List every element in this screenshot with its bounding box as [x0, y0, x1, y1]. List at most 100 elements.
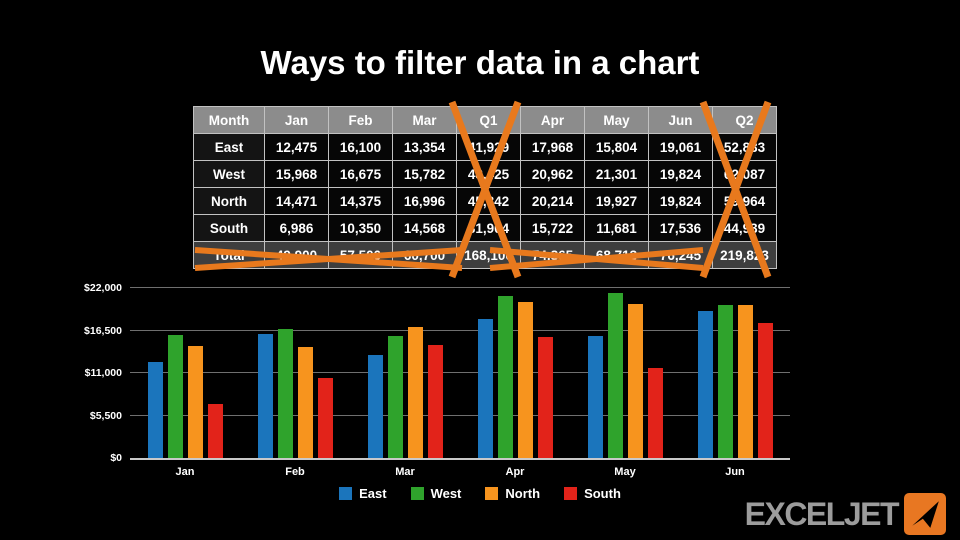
x-axis-label: Jun	[725, 466, 745, 478]
table-cell: 19,927	[584, 187, 649, 215]
bar-north-jun	[737, 304, 753, 458]
bar-north-feb	[297, 346, 313, 458]
bar-south-apr	[537, 336, 553, 458]
table-cell: 19,061	[648, 133, 713, 161]
bar-west-may	[607, 293, 623, 458]
legend-swatch-icon	[485, 487, 499, 500]
x-axis-label: Apr	[505, 466, 525, 478]
row-label: West	[193, 160, 265, 188]
column-header: Month	[193, 106, 265, 134]
bar-east-jan	[147, 361, 163, 458]
bar-chart: Jan Feb Mar Apr May Jun $22,000 $16,500 $11,000…	[0, 282, 960, 478]
page-title: Ways to filter data in a chart	[260, 44, 700, 81]
table-cell: 62,087	[712, 160, 777, 188]
table-cell: 16,996	[392, 187, 457, 215]
legend-item-north: North	[485, 486, 540, 501]
bar-group-jan: Jan	[130, 288, 240, 478]
table-cell: 11,681	[584, 214, 649, 242]
bar-east-mar	[367, 354, 383, 458]
bar-east-apr	[477, 319, 493, 458]
table-cell: 10,350	[328, 214, 393, 242]
x-axis-label: Mar	[395, 466, 415, 478]
table-cell: 19,824	[648, 187, 713, 215]
legend-item-west: West	[410, 486, 462, 501]
row-label: South	[193, 214, 265, 242]
column-header: Mar	[392, 106, 457, 134]
bar-east-may	[587, 335, 603, 458]
legend-item-east: East	[339, 486, 387, 501]
legend-swatch-icon	[564, 487, 578, 500]
bar-south-jun	[757, 322, 773, 458]
legend-label: North	[505, 486, 541, 501]
table-cell: 31,904	[456, 214, 521, 242]
table-cell: 19,824	[648, 160, 713, 188]
exceljet-logo: EXCELJET	[745, 493, 946, 535]
bar-group-apr: Apr	[460, 288, 570, 478]
table-cell: 15,968	[264, 160, 329, 188]
column-header: Feb	[328, 106, 393, 134]
column-header: Q1	[456, 106, 521, 134]
y-axis-tick-label: $16,500	[84, 324, 122, 337]
table-row: South 6,986 10,350 14,568 31,904 15,722 11,681…	[193, 214, 777, 242]
bar-north-mar	[407, 326, 423, 458]
table-row: West 15,968 16,675 15,782 48,425 20,962 21,301…	[193, 160, 777, 188]
table-cell: 168,100	[456, 241, 521, 269]
bar-group-mar: Mar	[350, 288, 460, 478]
bar-south-may	[647, 367, 663, 458]
bar-south-feb	[317, 378, 333, 458]
gridline	[130, 329, 790, 331]
bar-west-jun	[717, 304, 733, 458]
chart-plot-area: Jan Feb Mar Apr May Jun	[130, 287, 790, 478]
legend-item-south: South	[564, 486, 621, 501]
data-table: Month Jan Feb Mar Q1 Apr May Jun Q2 East 12,475 16…	[193, 106, 777, 269]
legend-label: West	[430, 486, 462, 501]
y-axis-tick-label: $0	[110, 452, 122, 464]
table-cell: 45,842	[456, 187, 521, 215]
row-label: Total	[193, 241, 265, 269]
legend-swatch-icon	[339, 487, 353, 500]
bar-group-may: May	[570, 288, 680, 478]
bar-east-jun	[697, 310, 713, 458]
table-cell: 41,929	[456, 133, 521, 161]
bar-north-apr	[517, 301, 533, 458]
table-cell: 20,214	[520, 187, 585, 215]
table-cell: 21,301	[584, 160, 649, 188]
chart-legend: East West North South	[0, 486, 960, 501]
legend-swatch-icon	[410, 487, 424, 500]
row-label: East	[193, 133, 265, 161]
table-cell: 52,833	[712, 133, 777, 161]
legend-label: East	[359, 486, 387, 501]
table-cell: 15,804	[584, 133, 649, 161]
table-cell: 13,354	[392, 133, 457, 161]
table-cell: 49,900	[264, 241, 329, 269]
table-cell: 16,100	[328, 133, 393, 161]
table-cell: 15,782	[392, 160, 457, 188]
table-cell: 59,964	[712, 187, 777, 215]
gridline	[130, 287, 790, 288]
x-axis-label: May	[614, 466, 636, 478]
table-cell: 44,939	[712, 214, 777, 242]
table-cell: 57,500	[328, 241, 393, 269]
bar-west-apr	[497, 296, 513, 458]
exceljet-logo-text: EXCELJET	[744, 495, 900, 532]
table-cell: 68,713	[584, 241, 649, 269]
table-cell: 12,475	[264, 133, 329, 161]
legend-label: South	[584, 486, 621, 501]
x-axis-label: Feb	[285, 466, 305, 478]
table-cell: 17,536	[648, 214, 713, 242]
table-cell: 74,865	[520, 241, 585, 269]
bar-west-feb	[277, 329, 293, 458]
bar-north-jan	[187, 346, 203, 458]
table-cell: 20,962	[520, 160, 585, 188]
column-header: Apr	[520, 106, 585, 134]
y-axis-tick-label: $11,000	[84, 367, 122, 379]
table-cell: 6,986	[264, 214, 329, 242]
table-header-row: Month Jan Feb Mar Q1 Apr May Jun Q2	[193, 106, 777, 134]
table-cell: 60,700	[392, 241, 457, 269]
table-cell: 14,375	[328, 187, 393, 215]
bar-south-mar	[427, 345, 443, 458]
bar-group-feb: Feb	[240, 288, 350, 478]
y-axis-tick-label: $5,500	[89, 409, 122, 422]
column-header: May	[584, 106, 649, 134]
